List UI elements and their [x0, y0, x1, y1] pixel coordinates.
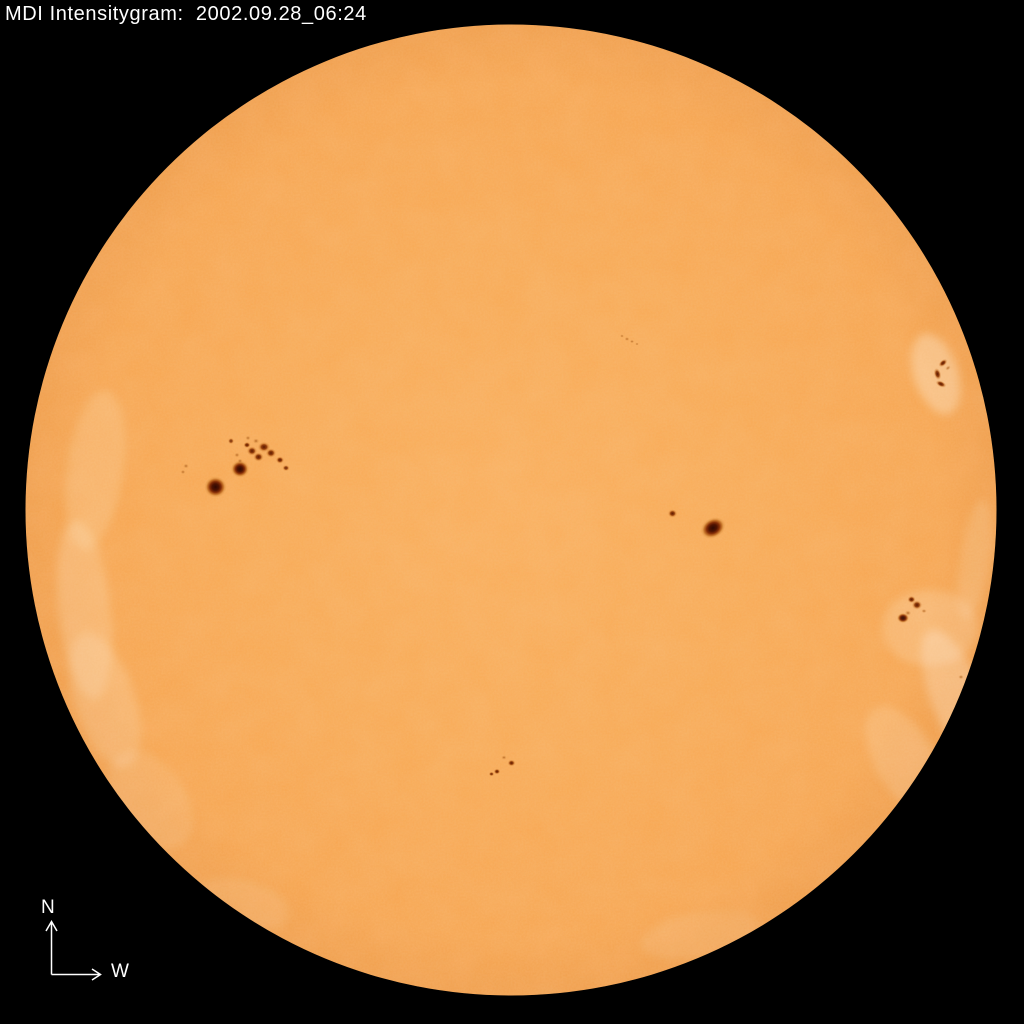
sunspot [266, 448, 276, 458]
sunspots-layer [180, 334, 964, 777]
sunspot [912, 600, 922, 610]
sunspot [897, 613, 909, 623]
sunspot [488, 771, 495, 777]
sunspot [204, 476, 227, 498]
sunspot [237, 458, 243, 464]
sunspot [234, 452, 240, 458]
sunspot [700, 517, 726, 539]
sunspot [921, 609, 927, 613]
compass-north-arrow [45, 920, 58, 975]
sunspot [935, 380, 947, 388]
faculae-patch [957, 500, 993, 620]
sunspot [620, 334, 624, 338]
sunspot [635, 342, 639, 346]
sunspot [624, 337, 630, 341]
sunspot [243, 442, 251, 448]
compass-north-label: N [41, 897, 55, 918]
sunspot [253, 438, 259, 444]
compass-west-label: W [111, 961, 129, 982]
sunspot [945, 365, 951, 371]
faculae-patch [69, 632, 141, 768]
sunspot [276, 456, 284, 464]
sunspot [630, 339, 634, 344]
sunspot [183, 463, 189, 469]
faculae-patch [65, 390, 125, 550]
sunspot [958, 675, 964, 679]
compass-rose [45, 920, 102, 981]
sunspot [258, 442, 270, 452]
sunspot [180, 470, 186, 474]
sunspot [245, 435, 251, 441]
sunspot [247, 446, 257, 456]
sunspot [905, 610, 911, 616]
sunspot [493, 768, 501, 775]
image-title: MDI Intensitygram: 2002.09.28_06:24 [5, 3, 367, 25]
sunspot [668, 509, 677, 518]
sunspot [933, 368, 942, 380]
sunspot [501, 755, 507, 760]
sunspot [231, 460, 249, 478]
sunspot [938, 359, 948, 367]
sunspot [282, 465, 290, 471]
sunspot [907, 596, 916, 603]
compass-west-arrow [51, 968, 102, 981]
sunspot [228, 438, 234, 444]
sunspot [253, 452, 264, 462]
sunspot [507, 759, 516, 767]
